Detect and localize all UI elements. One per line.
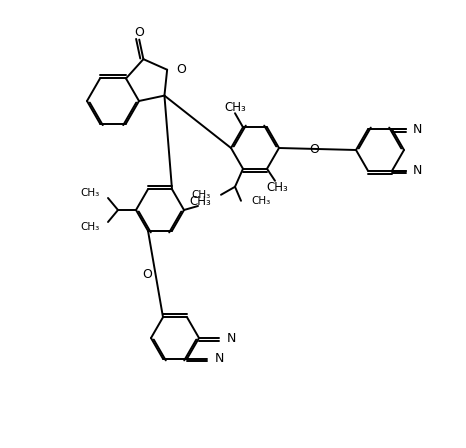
Text: CH₃: CH₃ (251, 196, 270, 206)
Text: N: N (215, 352, 224, 365)
Text: CH₃: CH₃ (266, 181, 288, 194)
Text: CH₃: CH₃ (192, 190, 211, 200)
Text: N: N (413, 123, 422, 136)
Text: N: N (227, 332, 236, 345)
Text: O: O (143, 267, 152, 280)
Text: CH₃: CH₃ (81, 222, 100, 232)
Text: O: O (309, 142, 319, 155)
Text: CH₃: CH₃ (189, 194, 211, 207)
Text: O: O (134, 26, 144, 39)
Text: N: N (413, 164, 422, 177)
Text: CH₃: CH₃ (81, 188, 100, 198)
Text: O: O (176, 63, 186, 76)
Text: CH₃: CH₃ (224, 101, 246, 114)
